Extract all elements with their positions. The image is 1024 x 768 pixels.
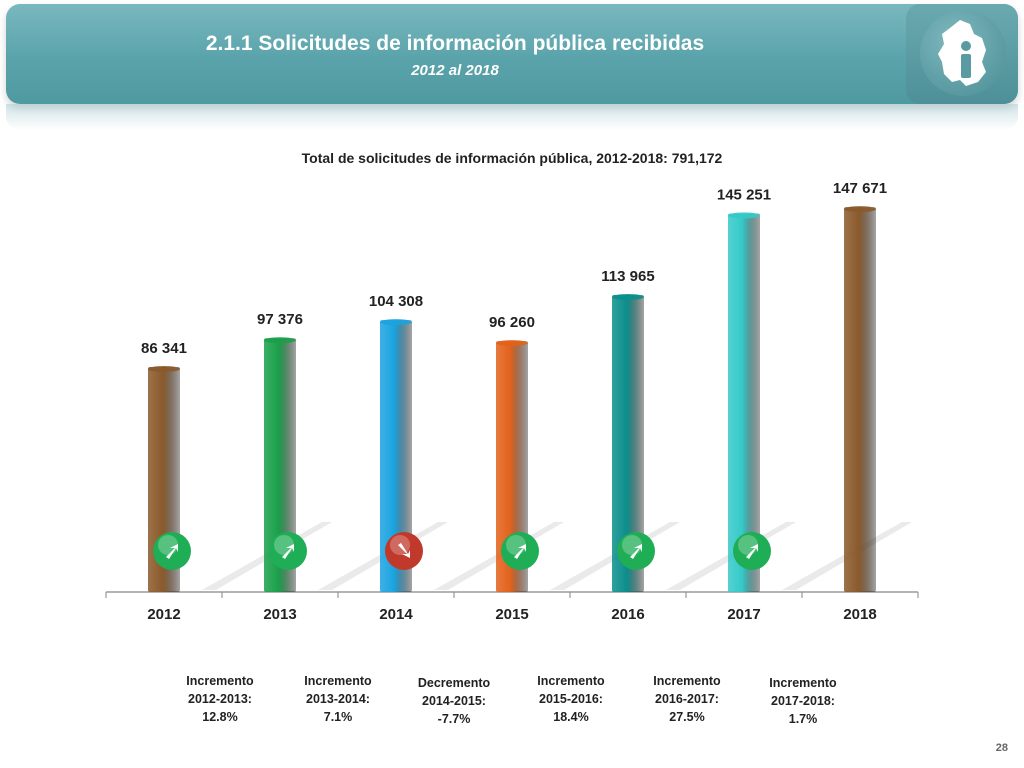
annotation-line2: 2014-2015:: [422, 694, 486, 709]
change-annotation: Incremento 2015-2016: 18.4%: [521, 672, 621, 726]
arrow-down-icon: [398, 543, 410, 558]
annotation-line2: 2012-2013:: [188, 692, 252, 707]
page-subtitle: 2012 al 2018: [411, 62, 499, 79]
arrow-up-icon: [630, 544, 642, 559]
arrow-up-icon: [282, 544, 294, 559]
arrow-up-icon: [514, 544, 526, 559]
bar-value-label: 86 341: [141, 340, 187, 357]
annotation-line2: 2017-2018:: [771, 694, 835, 709]
bar-cap: [148, 365, 180, 372]
bar-value-label: 147 671: [833, 180, 887, 197]
trend-marker-highlight: [506, 535, 526, 555]
bar-value-label: 96 260: [489, 314, 535, 331]
arrow-up-icon: [746, 544, 758, 559]
page-title: 2.1.1 Solicitudes de información pública…: [205, 32, 705, 55]
x-tick-label: 2013: [263, 606, 296, 623]
annotation-line1: Decremento: [417, 676, 491, 690]
annotation-line3: 18.4%: [553, 710, 589, 725]
bar-cap: [844, 206, 876, 213]
x-tick-label: 2018: [843, 606, 876, 623]
bar-cap: [264, 337, 296, 344]
bar-2014: [380, 320, 412, 592]
header-banner: [6, 4, 1018, 104]
x-tick-label: 2017: [727, 606, 760, 623]
bar-value-label: 113 965: [601, 268, 654, 285]
bar-cap: [496, 340, 528, 347]
change-annotation: Incremento 2016-2017: 27.5%: [637, 672, 737, 726]
bar-2015: [496, 341, 528, 592]
x-tick-label: 2015: [495, 606, 528, 623]
change-annotation: Incremento 2017-2018: 1.7%: [753, 674, 853, 728]
bar-cap: [612, 293, 644, 300]
annotation-line1: Incremento: [653, 674, 721, 688]
annotation-line2: 2016-2017:: [655, 692, 719, 707]
annotation-line3: 27.5%: [669, 710, 705, 725]
arrow-up-icon: [166, 544, 178, 559]
trend-marker-highlight: [158, 535, 178, 555]
bar-2016: [612, 294, 644, 592]
annotation-line2: 2015-2016:: [539, 692, 603, 707]
annotation-line3: -7.7%: [437, 712, 471, 727]
logo-circle: [920, 10, 1006, 96]
x-tick-label: 2016: [611, 606, 644, 623]
x-tick-label: 2012: [147, 606, 180, 623]
bar-2013: [264, 338, 296, 592]
page-number: 28: [995, 742, 1008, 754]
bar-value-label: 97 376: [257, 311, 303, 328]
annotation-line1: Incremento: [769, 676, 837, 690]
trend-marker-highlight: [274, 535, 294, 555]
bar-cap: [728, 212, 760, 219]
bar-2018: [844, 207, 876, 593]
change-annotation: Decremento 2014-2015: -7.7%: [404, 674, 504, 728]
logo-box: [906, 4, 1018, 104]
change-annotation: Incremento 2013-2014: 7.1%: [288, 672, 388, 726]
annotation-line1: Incremento: [537, 674, 605, 688]
bar-value-label: 145 251: [717, 186, 771, 203]
chart-title: Total de solicitudes de información públ…: [301, 150, 723, 166]
x-tick-label: 2014: [379, 606, 413, 623]
trend-marker-highlight: [622, 535, 642, 555]
annotation-line3: 1.7%: [788, 712, 818, 727]
bar-cap: [380, 319, 412, 326]
header-banner-reflection: [6, 104, 1018, 130]
annotation-line2: 2013-2014:: [306, 692, 370, 707]
bar-2017: [728, 213, 760, 592]
annotation-line3: 7.1%: [323, 710, 353, 725]
annotation-line1: Incremento: [304, 674, 372, 688]
annotation-line3: 12.8%: [202, 710, 238, 725]
cdmx-map-info-icon: [938, 20, 986, 86]
annotation-line1: Incremento: [186, 674, 254, 688]
change-annotation: Incremento 2012-2013: 12.8%: [170, 672, 270, 726]
bar-value-label: 104 308: [369, 293, 423, 310]
trend-marker-highlight: [738, 535, 758, 555]
